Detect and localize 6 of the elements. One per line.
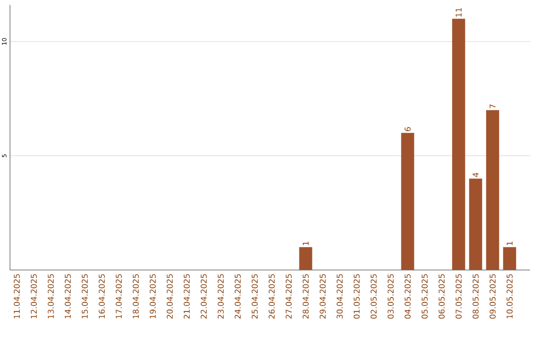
bar xyxy=(469,178,482,270)
bar xyxy=(452,18,466,270)
bar xyxy=(299,247,312,270)
bar xyxy=(401,132,414,270)
bar xyxy=(486,110,500,270)
bar xyxy=(503,247,516,270)
